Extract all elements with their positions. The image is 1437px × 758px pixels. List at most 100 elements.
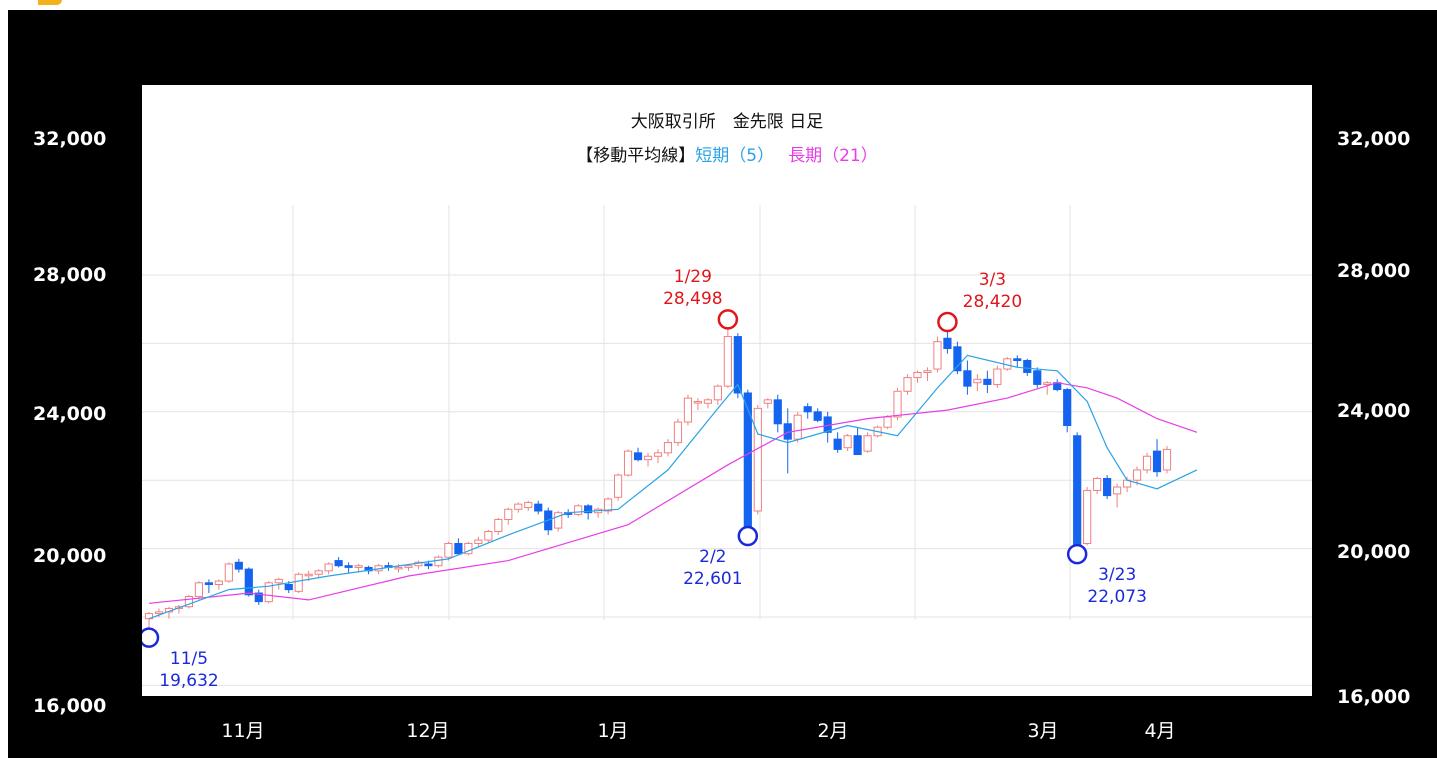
candle-body: [713, 385, 722, 401]
annotation-date: 3/3: [978, 270, 1007, 291]
y-tick-left-28000: 28,000: [33, 264, 107, 286]
candle-body: [584, 505, 593, 514]
candle-body: [903, 377, 912, 392]
candle-body: [294, 573, 303, 592]
candle-body: [234, 561, 243, 570]
candle-body: [773, 399, 782, 425]
candle-body: [454, 542, 463, 555]
candle-body: [1013, 358, 1022, 362]
y-tick-right-20000: 20,000: [1337, 541, 1411, 563]
chart-title: 大阪取引所 金先限 日足: [630, 112, 824, 132]
candle-body: [883, 416, 892, 428]
candle-body: [1043, 382, 1052, 385]
candle-body: [534, 503, 543, 512]
candle-body: [843, 435, 852, 449]
annotation-value: 19,632: [159, 670, 219, 691]
x-tick-jan: 1月: [597, 720, 629, 742]
candle-body: [893, 390, 902, 418]
candle-body: [1083, 489, 1092, 544]
candle-body: [1132, 469, 1142, 481]
candle-body: [344, 565, 353, 568]
y-tick-right-24000: 24,000: [1337, 400, 1411, 422]
annotation-marker: [717, 309, 739, 330]
legend-long-ma: 長期（21）: [788, 146, 878, 166]
x-tick-dec: 12月: [406, 720, 450, 742]
y-tick-right-28000: 28,000: [1337, 260, 1411, 282]
candle-body: [963, 370, 972, 387]
candle-body: [274, 578, 283, 584]
candle-body: [434, 556, 443, 567]
annotation-value: 28,420: [962, 292, 1023, 313]
candle-body: [514, 503, 523, 510]
candle-body: [424, 563, 433, 567]
plot-area: 大阪取引所 金先限 日足 【移動平均線】短期（5） 長期（21） 1/29 28,4…: [142, 85, 1312, 696]
annotation-value: 22,073: [1087, 587, 1147, 608]
candle-body: [723, 336, 732, 387]
candle-body: [933, 341, 942, 370]
candle-body: [264, 582, 273, 603]
candle-body: [524, 501, 533, 509]
y-tick-left-32000: 32,000: [33, 128, 107, 150]
candle-body: [793, 414, 802, 440]
annotation-label: 11/5 19,632: [139, 648, 239, 692]
annotation-label: 2/2 22,601: [663, 546, 763, 590]
candle-body: [1023, 360, 1032, 373]
candle-body: [444, 542, 453, 558]
x-tick-mar: 3月: [1027, 720, 1059, 742]
candle-body: [284, 584, 293, 591]
annotation-label: 3/23 22,073: [1067, 564, 1167, 608]
candle-body: [194, 582, 203, 597]
candle-body: [853, 435, 862, 456]
candle-body: [943, 337, 952, 350]
candle-body: [334, 560, 343, 567]
annotation-date: 1/29: [673, 267, 712, 288]
candle-body: [703, 399, 712, 404]
candle-body: [833, 438, 842, 450]
candle-body: [184, 595, 194, 608]
candle-body: [554, 512, 563, 529]
candle-body: [863, 435, 872, 452]
candle-body: [224, 563, 233, 582]
candle-body: [953, 346, 962, 372]
candle-body: [254, 592, 263, 603]
annotation-date: 2/2: [699, 547, 727, 568]
candle-body: [404, 565, 413, 568]
candle-body: [1142, 455, 1152, 471]
candle-body: [214, 580, 223, 586]
x-tick-nov: 11月: [221, 720, 265, 742]
candle-body: [354, 565, 363, 568]
candle-body: [693, 401, 703, 404]
candle-body: [743, 392, 752, 527]
y-tick-left-16000: 16,000: [33, 695, 107, 717]
candle-body: [633, 452, 643, 461]
candle-body: [1073, 435, 1082, 546]
legend-prefix: 【移動平均線】: [576, 146, 696, 166]
candle-body: [1093, 477, 1102, 491]
candle-body: [204, 582, 213, 586]
candle-body: [1033, 370, 1042, 385]
candle-body: [923, 370, 932, 373]
legend-short-ma: 短期（5）: [695, 146, 775, 166]
candle-body: [464, 542, 473, 555]
candle-body: [753, 407, 762, 512]
legend: 【移動平均線】短期（5） 長期（21）: [142, 141, 1312, 166]
candle-body: [1113, 486, 1122, 495]
candle-body: [733, 336, 742, 394]
annotation-marker: [937, 311, 958, 333]
candle-body: [474, 539, 483, 544]
candle-body: [613, 474, 623, 498]
candle-body: [673, 421, 683, 444]
annotation-value: 28,498: [663, 289, 723, 310]
y-tick-right-16000: 16,000: [1337, 686, 1411, 708]
annotation-marker: [142, 627, 160, 648]
candle-body: [973, 378, 982, 384]
candle-body: [484, 531, 493, 541]
annotation-date: 3/23: [1098, 565, 1137, 586]
candle-body: [763, 399, 772, 404]
x-tick-apr: 4月: [1144, 720, 1176, 742]
candle-body: [1152, 450, 1162, 473]
logo-mark: [38, 0, 62, 5]
ma-long-line: [148, 382, 1198, 604]
candle-body: [623, 450, 633, 476]
annotation-value: 22,601: [683, 569, 743, 590]
